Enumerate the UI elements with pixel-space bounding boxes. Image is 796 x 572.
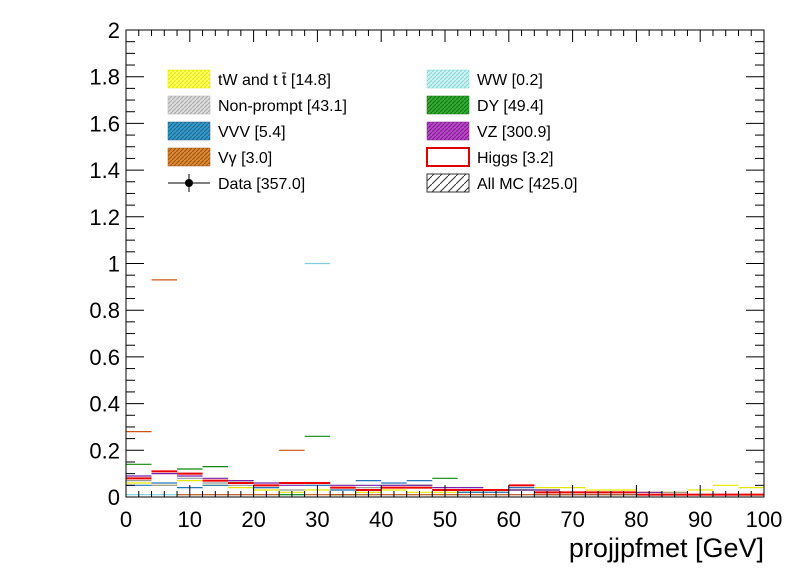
legend-entry: WW [0.2] (426, 69, 543, 89)
y-tick-label: 0.4 (89, 392, 120, 417)
x-tick-label: 20 (241, 507, 265, 532)
legend-entry: Non-prompt [43.1] (167, 95, 347, 115)
y-tick-label: 1.8 (89, 65, 120, 90)
x-tick-label: 40 (369, 507, 393, 532)
legend-label: VVV [5.4] (218, 124, 286, 141)
legend-entry: VZ [300.9] (426, 121, 551, 141)
x-tick-label: 30 (305, 507, 329, 532)
y-tick-label: 0.8 (89, 298, 120, 323)
legend-swatch (426, 69, 470, 89)
legend-entry: Vγ [3.0] (167, 147, 272, 167)
x-tick-label: 0 (120, 507, 132, 532)
x-axis: 0 10 20 30 40 50 60 70 80 90 100 (120, 30, 782, 532)
y-axis: 0 0.2 0.4 0.6 0.8 1 1.2 1.4 1.6 1.8 2 (89, 18, 764, 510)
legend-entry: All MC [425.0] (426, 173, 577, 193)
legend-entry: VVV [5.4] (167, 121, 286, 141)
legend-entry: DY [49.4] (426, 95, 543, 115)
legend-label: tW and t t̄ [14.8] (218, 72, 331, 89)
legend-swatch (426, 121, 470, 141)
legend-label: VZ [300.9] (477, 124, 551, 141)
series-6 (126, 279, 764, 496)
legend-swatch (426, 147, 470, 167)
legend-swatch (167, 69, 211, 89)
legend-swatch (426, 173, 470, 193)
y-tick-label: 2 (108, 18, 120, 43)
x-tick-label: 100 (746, 507, 783, 532)
x-tick-label: 80 (624, 507, 648, 532)
legend-swatch (167, 95, 211, 115)
y-tick-label: 1.2 (89, 205, 120, 230)
legend-label: Higgs [3.2] (477, 150, 553, 167)
legend-swatch (426, 95, 470, 115)
legend: tW and t t̄ [14.8] WW [0.2] Non-prompt [43… (167, 69, 577, 193)
x-tick-label: 10 (178, 507, 202, 532)
legend-entry: tW and t t̄ [14.8] (167, 69, 331, 89)
x-axis-label: projjpfmet [GeV] (569, 533, 764, 563)
x-tick-label: 90 (688, 507, 712, 532)
legend-label: DY [49.4] (477, 98, 543, 115)
legend-label: WW [0.2] (477, 72, 543, 89)
legend-entry: Higgs [3.2] (426, 147, 553, 167)
legend-label: Non-prompt [43.1] (218, 98, 347, 115)
legend-marker-dot (185, 179, 193, 187)
legend-swatch (167, 147, 211, 167)
y-tick-label: 0.2 (89, 438, 120, 463)
legend-label: All MC [425.0] (477, 176, 577, 193)
series-layer (126, 262, 764, 496)
x-tick-label: 60 (497, 507, 521, 532)
series-1 (126, 262, 764, 496)
legend-label: Data [357.0] (218, 176, 305, 193)
legend-label: Vγ [3.0] (218, 150, 272, 167)
y-tick-label: 0 (108, 485, 120, 510)
legend-swatch (167, 121, 211, 141)
y-tick-label: 1.4 (89, 158, 120, 183)
y-tick-label: 1 (108, 252, 120, 277)
y-tick-label: 0.6 (89, 345, 120, 370)
x-tick-label: 50 (433, 507, 457, 532)
legend-entry: Data [357.0] (168, 174, 305, 193)
y-tick-label: 1.6 (89, 111, 120, 136)
x-tick-label: 70 (560, 507, 584, 532)
